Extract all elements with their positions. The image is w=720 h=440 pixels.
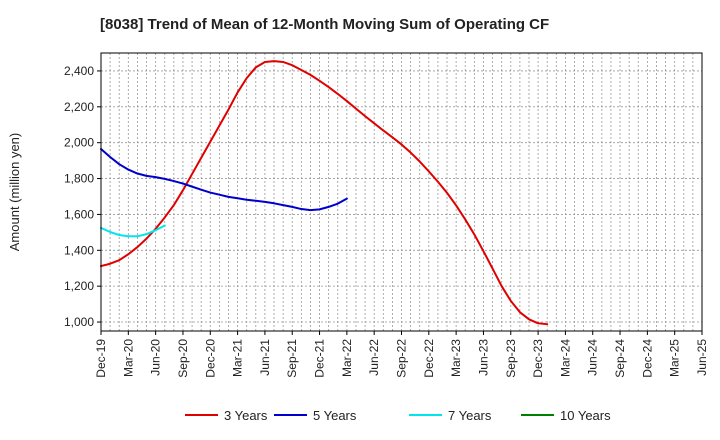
x-tick-label: Mar-20 bbox=[121, 339, 135, 377]
y-tick-label: 2,000 bbox=[64, 136, 94, 150]
y-tick-label: 1,200 bbox=[64, 279, 94, 293]
grid bbox=[101, 53, 702, 331]
x-tick-label: Dec-19 bbox=[94, 339, 108, 378]
x-tick-label: Sep-22 bbox=[395, 339, 409, 378]
x-tick-label: Dec-20 bbox=[203, 339, 217, 378]
y-axis: 1,000 1,200 1,400 1,600 1,800 2,000 2,200 2,400 bbox=[64, 64, 101, 329]
y-tick-label: 1,800 bbox=[64, 172, 94, 186]
y-tick-label: 1,000 bbox=[64, 315, 94, 329]
series-line-3-years bbox=[100, 60, 549, 326]
legend: 3 Years 5 Years 7 Years 10 Years bbox=[185, 408, 611, 423]
legend-label: 10 Years bbox=[560, 408, 611, 423]
x-tick-label: Jun-25 bbox=[695, 339, 709, 376]
y-tick-label: 2,200 bbox=[64, 100, 94, 114]
series-line-7-years bbox=[100, 224, 166, 238]
x-tick-label: Dec-24 bbox=[640, 339, 654, 378]
chart-title: [8038] Trend of Mean of 12-Month Moving … bbox=[100, 16, 549, 33]
x-tick-label: Jun-22 bbox=[367, 339, 381, 376]
x-tick-label: Mar-21 bbox=[231, 339, 245, 377]
x-tick-label: Mar-25 bbox=[668, 339, 682, 377]
legend-label: 5 Years bbox=[313, 408, 357, 423]
plot-area bbox=[101, 53, 702, 331]
y-tick-label: 1,600 bbox=[64, 207, 94, 221]
x-tick-label: Sep-21 bbox=[285, 339, 299, 378]
legend-label: 7 Years bbox=[448, 408, 492, 423]
series-line-5-years bbox=[100, 147, 348, 212]
series-group bbox=[100, 60, 549, 326]
x-tick-label: Jun-24 bbox=[586, 339, 600, 376]
x-tick-label: Jun-21 bbox=[258, 339, 272, 376]
x-tick-label: Sep-23 bbox=[504, 339, 518, 378]
x-tick-label: Jun-23 bbox=[476, 339, 490, 376]
x-tick-label: Sep-24 bbox=[613, 339, 627, 378]
x-axis: Dec-19 Mar-20 Jun-20 Sep-20 Dec-20 Mar-21 Jun-… bbox=[94, 331, 709, 378]
x-tick-label: Mar-24 bbox=[558, 339, 572, 377]
legend-label: 3 Years bbox=[224, 408, 268, 423]
y-tick-label: 2,400 bbox=[64, 64, 94, 78]
x-tick-label: Sep-20 bbox=[176, 339, 190, 378]
x-tick-label: Mar-22 bbox=[340, 339, 354, 377]
x-tick-label: Dec-22 bbox=[422, 339, 436, 378]
x-tick-label: Mar-23 bbox=[449, 339, 463, 377]
x-tick-label: Dec-21 bbox=[313, 339, 327, 378]
y-axis-label: Amount (million yen) bbox=[7, 133, 22, 252]
y-tick-label: 1,400 bbox=[64, 243, 94, 257]
x-tick-label: Dec-23 bbox=[531, 339, 545, 378]
x-tick-label: Jun-20 bbox=[149, 339, 163, 376]
